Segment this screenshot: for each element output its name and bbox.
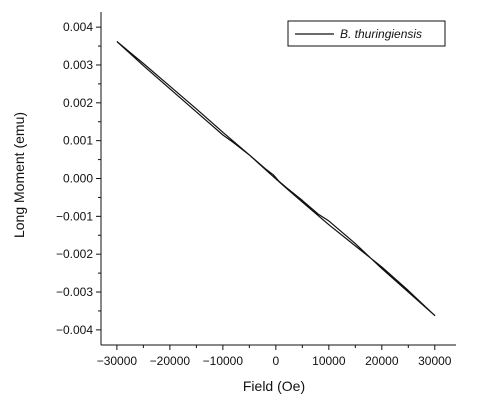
- x-tick-label: −10000: [203, 354, 244, 368]
- x-tick-label: 10000: [312, 354, 346, 368]
- y-axis-title: Long Moment (emu): [11, 112, 27, 238]
- y-tick-label: 0.003: [63, 58, 93, 72]
- x-tick-label: 30000: [418, 354, 452, 368]
- plot-area: [116, 41, 436, 317]
- x-tick-label: −20000: [150, 354, 191, 368]
- y-tick-label: −0.004: [56, 323, 93, 337]
- series-line-b-thuringiensis: [116, 41, 436, 317]
- y-tick-label: 0.002: [63, 96, 93, 110]
- x-tick-label: −30000: [97, 354, 138, 368]
- x-axis-title: Field (Oe): [243, 378, 305, 394]
- y-tick-label: 0.001: [63, 134, 93, 148]
- y-tick-label: 0.000: [63, 172, 93, 186]
- y-tick-label: −0.003: [56, 285, 93, 299]
- axes: 0.004 0.003 0.002 0.001 0.000 −0.001 −0.002 −0.…: [56, 12, 456, 368]
- legend-label: B. thuringiensis: [340, 27, 422, 41]
- y-tick-label: 0.004: [63, 20, 93, 34]
- legend: B. thuringiensis: [287, 20, 446, 47]
- y-tick-label: −0.001: [56, 209, 93, 223]
- y-tick-label: −0.002: [56, 247, 93, 261]
- x-tick-label: 0: [273, 354, 280, 368]
- x-tick-label: 20000: [365, 354, 399, 368]
